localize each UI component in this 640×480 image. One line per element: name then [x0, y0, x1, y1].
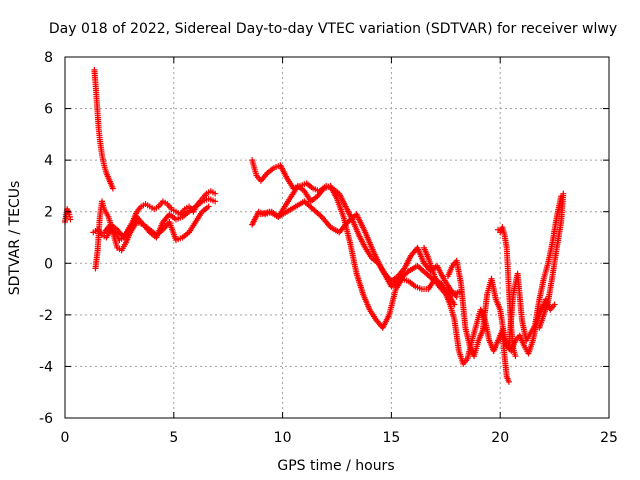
data-point — [212, 190, 219, 197]
x-tick-label: 5 — [169, 430, 178, 446]
axis-ticks — [64, 56, 610, 419]
y-tick-label: 0 — [44, 256, 53, 272]
chart-title: Day 018 of 2022, Sidereal Day-to-day VTE… — [49, 21, 617, 37]
data-point — [560, 190, 567, 197]
data-point — [212, 198, 219, 205]
y-tick-label: 6 — [44, 102, 53, 118]
data-point — [505, 378, 512, 385]
x-tick-label: 15 — [382, 430, 400, 446]
y-tick-label: 4 — [44, 153, 53, 169]
x-tick-label: 0 — [61, 430, 70, 446]
x-axis-label: GPS time / hours — [277, 458, 394, 474]
y-tick-labels: -6 -4 -2 0 2 4 6 8 — [39, 50, 53, 427]
gridlines — [65, 57, 609, 418]
data-point — [67, 216, 74, 223]
data-point — [109, 185, 116, 192]
data-point — [453, 293, 460, 300]
y-axis-label: SDTVAR / TECUs — [7, 181, 23, 296]
x-tick-label: 20 — [491, 430, 509, 446]
data-point — [551, 301, 558, 308]
y-tick-label: 2 — [44, 205, 53, 221]
y-tick-label: -2 — [39, 308, 53, 324]
x-tick-label: 10 — [274, 430, 292, 446]
y-tick-label: -6 — [39, 411, 53, 427]
y-tick-label: 8 — [44, 50, 53, 66]
x-tick-label: 25 — [600, 430, 618, 446]
plot-frame — [64, 56, 610, 419]
y-tick-label: -4 — [39, 359, 53, 375]
data-points — [62, 66, 567, 385]
data-point — [512, 353, 519, 360]
x-tick-labels: 0 5 10 15 20 25 — [61, 430, 618, 446]
data-point — [205, 203, 212, 210]
